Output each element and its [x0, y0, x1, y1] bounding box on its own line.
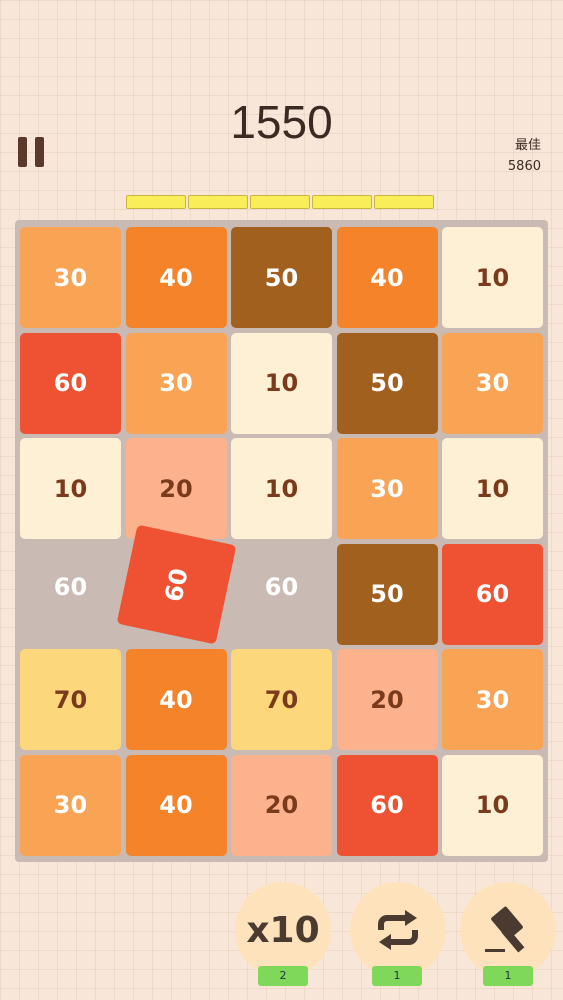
tile-value: 30 [475, 369, 510, 397]
tile-value: 40 [159, 263, 193, 292]
tile-value: 60 [370, 791, 404, 819]
tile[interactable]: 10 [442, 754, 543, 856]
tile-value: 60 [475, 580, 510, 608]
tile[interactable]: 70 [20, 649, 121, 750]
tile[interactable]: 40 [125, 649, 227, 750]
tile-value: 10 [475, 263, 510, 292]
tile[interactable]: 30 [336, 438, 438, 539]
tile-value: 70 [264, 685, 299, 714]
best-label: 最佳 [514, 138, 541, 153]
hammer-count: 1 [483, 966, 533, 986]
tile[interactable]: 20 [231, 754, 332, 856]
tile-value: 30 [53, 791, 88, 819]
tile-value: 60 [53, 573, 88, 601]
hammer-button[interactable] [460, 882, 556, 978]
tile[interactable]: 60 [20, 537, 121, 638]
tile-value: 20 [264, 791, 299, 819]
swap-button[interactable] [350, 882, 446, 978]
tile[interactable]: 40 [336, 227, 438, 328]
tile-value: 70 [53, 685, 88, 714]
tile[interactable]: 20 [336, 649, 438, 750]
tile-value: 20 [370, 685, 404, 714]
progress-segment [312, 195, 372, 209]
tile[interactable]: 60 [336, 754, 438, 856]
tile[interactable]: 50 [231, 227, 332, 328]
tile[interactable]: 10 [231, 332, 332, 434]
tile-value: 50 [370, 580, 404, 608]
tile[interactable]: 60 [20, 332, 121, 434]
tile[interactable]: 10 [20, 438, 121, 539]
board: 30 40 50 40 10 60 30 10 50 30 10 20 10 30 10 60 60 60 50 60… [15, 220, 548, 862]
tile-value: 10 [53, 474, 88, 503]
progress-segment [374, 195, 434, 209]
tile-value: 30 [53, 263, 88, 292]
tile[interactable]: 50 [336, 543, 438, 645]
tile-value: 40 [370, 263, 404, 292]
tile-value: 30 [159, 369, 193, 397]
tile-value: 60 [158, 564, 194, 604]
tile-value: 10 [264, 474, 299, 503]
tile-value: 10 [264, 369, 299, 397]
pause-button[interactable] [35, 137, 44, 167]
pause-button[interactable] [18, 137, 27, 167]
multiplier-label: x10 [246, 909, 320, 951]
tile-value: 30 [370, 474, 404, 503]
tile[interactable]: 40 [125, 754, 227, 856]
tile[interactable]: 10 [442, 227, 543, 328]
tile-value: 10 [475, 791, 510, 819]
swap-icon [378, 910, 418, 950]
tile[interactable]: 30 [442, 649, 543, 750]
tile[interactable]: 30 [442, 332, 543, 434]
score: 1550 [230, 96, 333, 148]
tile[interactable]: 10 [231, 438, 332, 539]
tile-value: 30 [475, 685, 510, 714]
tile[interactable]: 60 [231, 537, 332, 638]
tile[interactable]: 70 [231, 649, 332, 750]
progress-segment [250, 195, 310, 209]
hammer-icon [485, 906, 525, 953]
tile-value: 20 [159, 474, 193, 503]
progress-segment [188, 195, 248, 209]
best-score: 5860 [507, 159, 541, 174]
tile[interactable]: 10 [442, 438, 543, 539]
multiplier-button[interactable]: x10 [235, 882, 331, 978]
swap-count: 1 [372, 966, 422, 986]
tile[interactable]: 30 [125, 332, 227, 434]
tile-value: 10 [475, 474, 510, 503]
tile[interactable]: 20 [125, 438, 227, 539]
tile-value: 50 [264, 263, 299, 292]
tile[interactable]: 40 [125, 227, 227, 328]
tile-value: 40 [159, 685, 193, 714]
tile-value: 60 [264, 573, 299, 601]
tile-value: 50 [370, 369, 404, 397]
multiplier-count: 2 [258, 966, 308, 986]
progress-segment [126, 195, 186, 209]
tile[interactable]: 60 [116, 524, 236, 644]
tile[interactable]: 30 [20, 754, 121, 856]
tile[interactable]: 60 [442, 543, 543, 645]
tile[interactable]: 30 [20, 227, 121, 328]
tile[interactable]: 50 [336, 332, 438, 434]
tile-value: 40 [159, 791, 193, 819]
tile-value: 60 [53, 369, 88, 397]
